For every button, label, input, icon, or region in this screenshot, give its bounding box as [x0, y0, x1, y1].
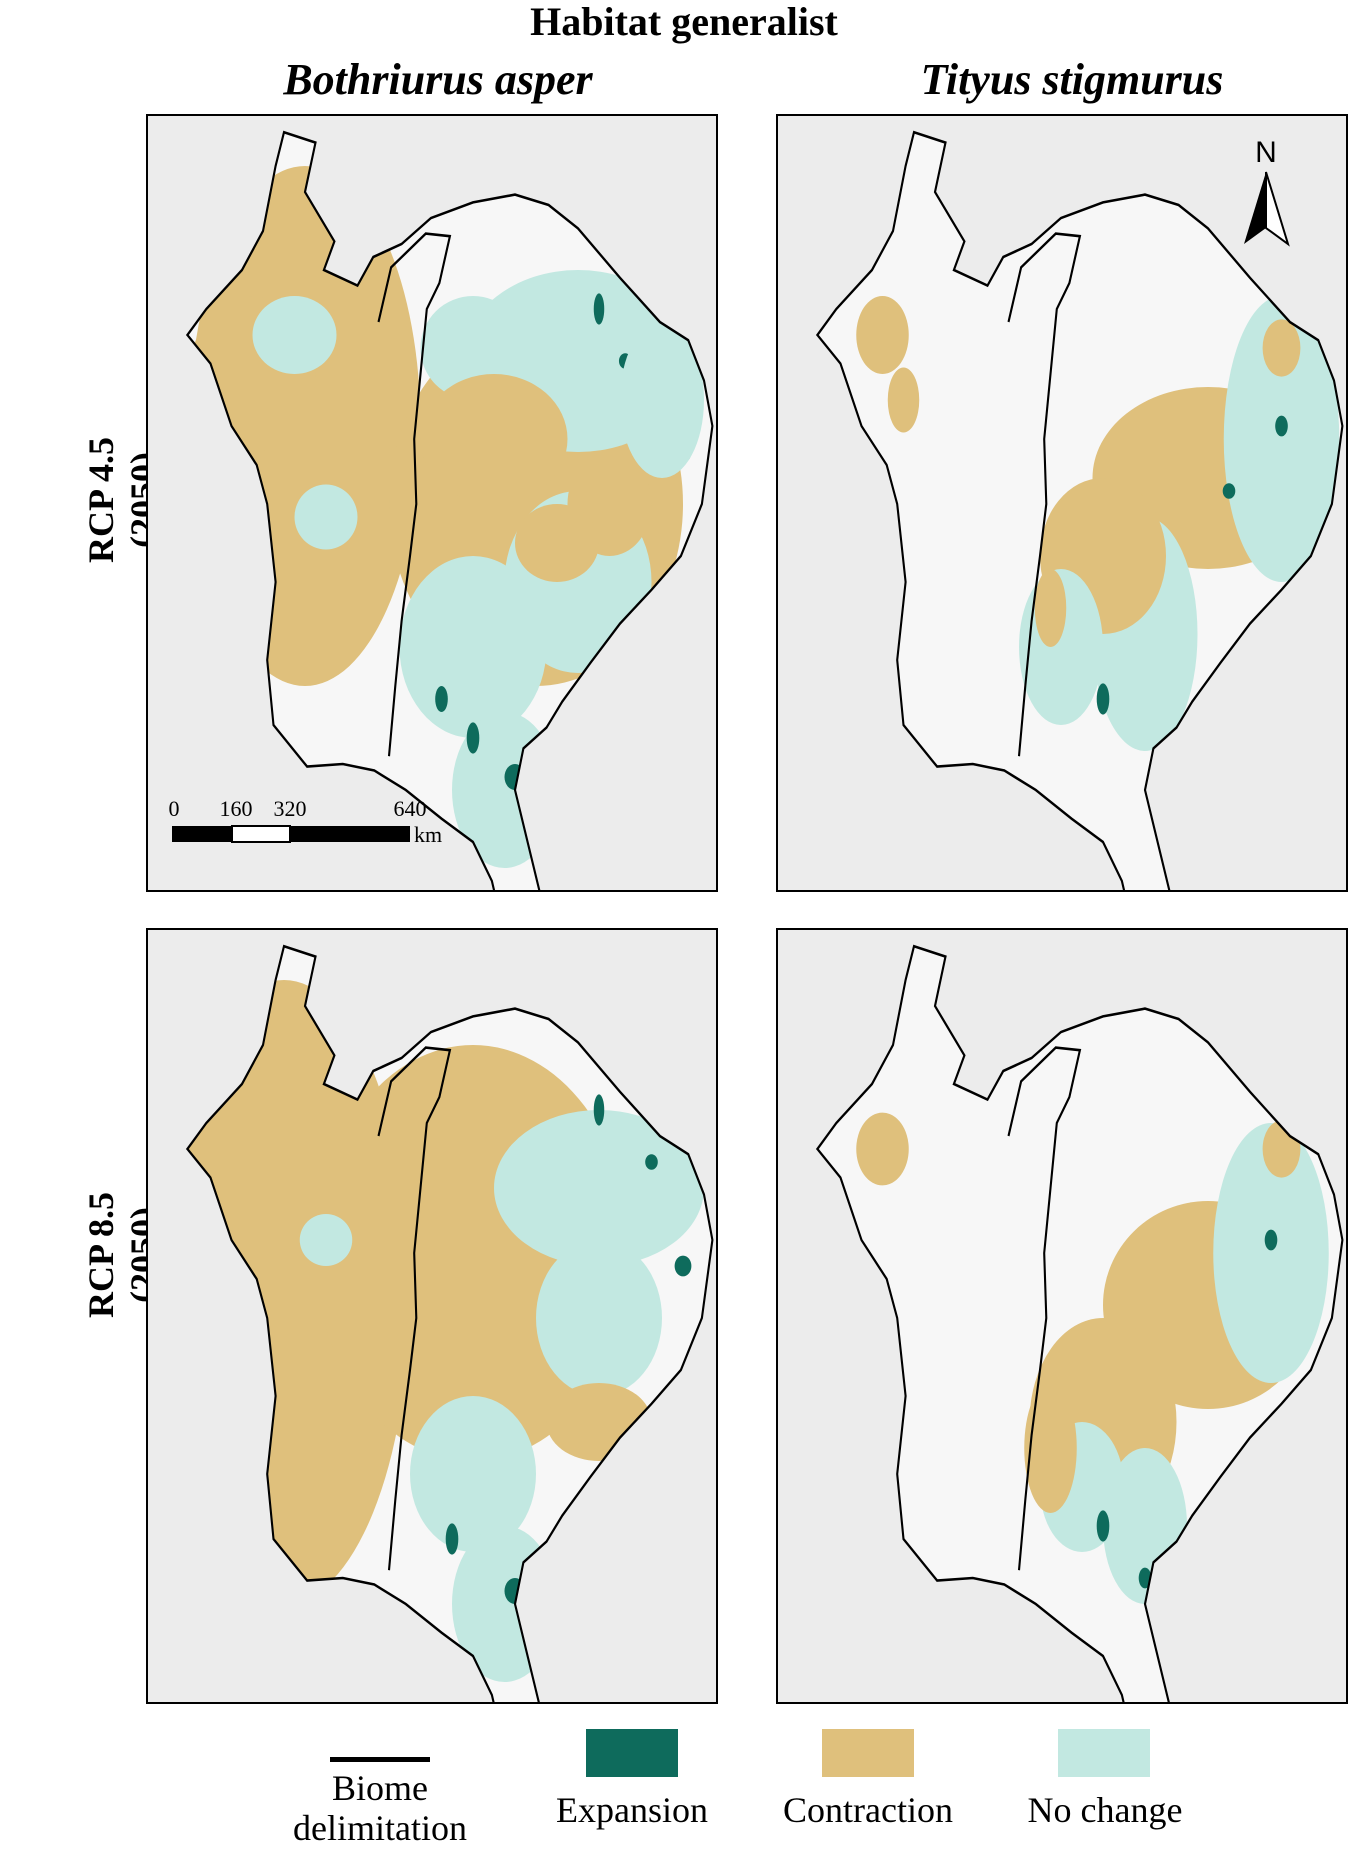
column-title-tityus: Tityus stigmurus	[920, 55, 1224, 104]
contraction-area	[189, 166, 421, 686]
region-outline	[815, 130, 1344, 890]
no-change-area	[410, 1396, 536, 1552]
no-change-area	[1223, 296, 1340, 582]
map-tityus-rcp45: N	[815, 130, 1344, 890]
no-change-area	[1213, 1123, 1329, 1383]
region-outline	[185, 130, 714, 890]
biome-delimitation-line	[377, 1046, 452, 1571]
expansion-area	[1222, 483, 1236, 499]
biome-delimitation-line	[1007, 232, 1082, 757]
contraction-area	[840, 1292, 862, 1344]
map-panel-tityus-rcp45: N	[776, 114, 1348, 892]
legend-biome-label-line1: Biome	[332, 1768, 428, 1808]
no-change-area	[494, 1110, 704, 1266]
biome-delimitation-line	[1007, 1046, 1082, 1571]
legend-biome-label-line2: delimitation	[293, 1808, 467, 1848]
no-change-area	[299, 1214, 353, 1266]
expansion-area	[674, 1255, 692, 1277]
no-change-area	[452, 1526, 557, 1682]
expansion-area	[1096, 683, 1110, 715]
region-outline	[815, 944, 1344, 1702]
no-change-area	[252, 296, 337, 374]
contraction-area	[515, 504, 599, 582]
map-content	[185, 130, 714, 890]
map-tityus-rcp85	[815, 944, 1344, 1702]
contraction-area	[1034, 569, 1067, 647]
legend-no-change-label: No change	[1027, 1790, 1183, 1830]
expansion-area	[1264, 1229, 1278, 1251]
expansion-area	[435, 686, 448, 712]
legend-expansion-swatch	[586, 1729, 678, 1777]
column-title-bothriurus: Bothriurus asper	[283, 55, 593, 104]
contraction-area	[887, 367, 920, 433]
map-content	[815, 130, 1344, 890]
map-panel-bothriurus-rcp45: 0 160 320 640 km	[146, 114, 718, 892]
north-arrow-right	[1265, 171, 1290, 247]
figure-title: Habitat generalist	[530, 0, 838, 44]
contraction-area	[856, 296, 909, 374]
row-label-rcp85-line1: RCP 8.5	[81, 1192, 121, 1318]
scale-segment	[172, 826, 232, 842]
map-panel-tityus-rcp85	[776, 928, 1348, 1704]
legend-no-change-swatch	[1058, 1729, 1150, 1777]
north-arrow-icon: N	[1244, 136, 1290, 247]
map-bothriurus-rcp85	[185, 944, 714, 1702]
north-arrow-left	[1244, 172, 1266, 244]
expansion-area	[1275, 415, 1288, 437]
scale-unit-label: km	[414, 822, 442, 847]
habitat-layer	[189, 166, 704, 868]
legend-biome-line	[330, 1757, 430, 1762]
biome-delimitation-line	[377, 232, 452, 757]
habitat-layer	[840, 1112, 1329, 1604]
legend-biome-label: Biome delimitation	[270, 1768, 490, 1848]
contraction-area	[1262, 1120, 1301, 1178]
contraction-area	[1262, 319, 1301, 377]
contraction-area	[856, 1112, 909, 1186]
north-arrow-label: N	[1255, 136, 1277, 169]
no-change-area	[420, 296, 526, 400]
scale-tick-label: 0	[169, 796, 180, 821]
scale-tick-label: 640	[394, 796, 427, 821]
scale-segment	[231, 825, 291, 843]
no-change-area	[536, 1240, 662, 1396]
expansion-area	[466, 722, 480, 754]
legend-contraction-label: Contraction	[783, 1790, 953, 1830]
scale-tick-label: 320	[274, 796, 307, 821]
scale-segment	[290, 826, 410, 842]
region-outline	[185, 944, 714, 1702]
contraction-area	[420, 374, 568, 504]
row-label-rcp45-line1: RCP 4.5	[81, 437, 121, 563]
expansion-area	[593, 293, 605, 325]
legend-expansion-label: Expansion	[556, 1790, 708, 1830]
map-panel-bothriurus-rcp85	[146, 928, 718, 1704]
expansion-area	[445, 1523, 459, 1555]
scale-tick-label: 160	[220, 796, 253, 821]
contraction-area	[1024, 1383, 1077, 1513]
expansion-area	[1096, 1510, 1110, 1542]
map-content	[185, 944, 714, 1702]
no-change-area	[399, 556, 547, 738]
map-content	[815, 944, 1344, 1702]
legend-contraction-swatch	[822, 1729, 914, 1777]
expansion-area	[645, 1154, 658, 1170]
contraction-area	[840, 478, 862, 530]
no-change-area	[294, 484, 358, 550]
no-change-area	[620, 322, 704, 478]
expansion-area	[593, 1094, 605, 1126]
